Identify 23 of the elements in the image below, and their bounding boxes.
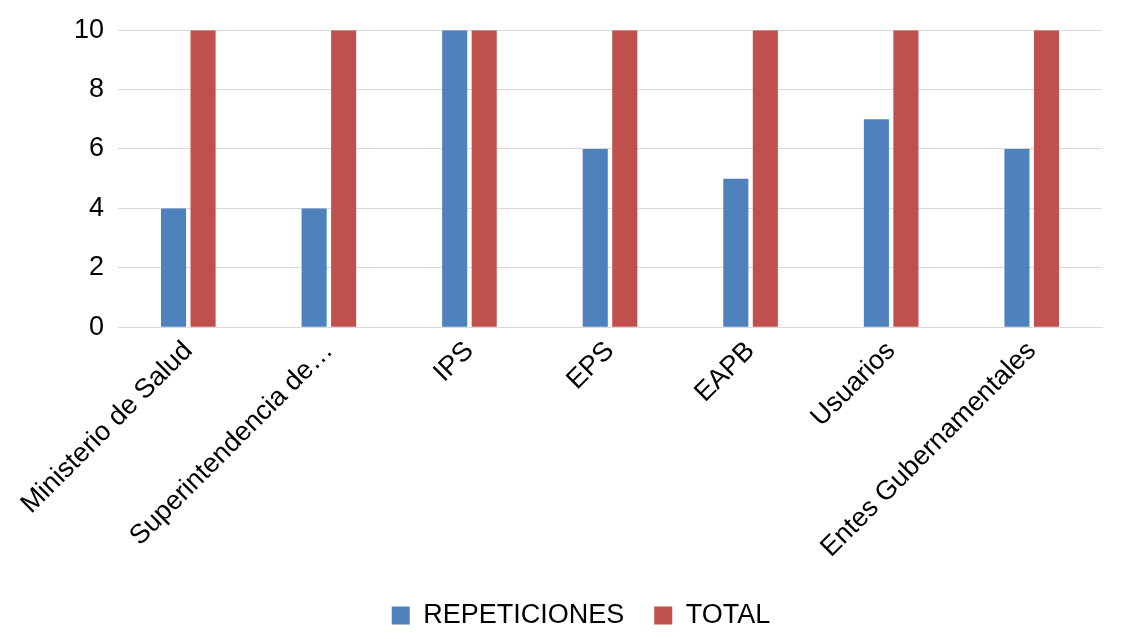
y-tick-label: 8 [89,73,105,104]
legend-label: REPETICIONES [423,598,625,629]
x-tick-label: IPS [426,334,479,387]
bar [723,178,749,327]
bar [190,30,216,327]
bar [1004,149,1030,327]
bar [612,30,638,327]
y-tick-label: 4 [89,191,105,222]
bar [582,149,608,327]
y-tick-label: 6 [89,132,105,163]
bar [893,30,919,327]
bar [301,208,327,327]
bar [863,119,889,327]
bar [752,30,778,327]
bar [331,30,357,327]
y-tick-label: 10 [73,13,105,44]
bar [1033,30,1060,327]
y-tick-label: 2 [89,251,105,282]
y-tick-label: 0 [89,310,105,341]
legend-label: TOTAL [685,598,771,629]
bar [161,208,187,327]
bar [442,30,468,327]
bar [471,30,497,327]
